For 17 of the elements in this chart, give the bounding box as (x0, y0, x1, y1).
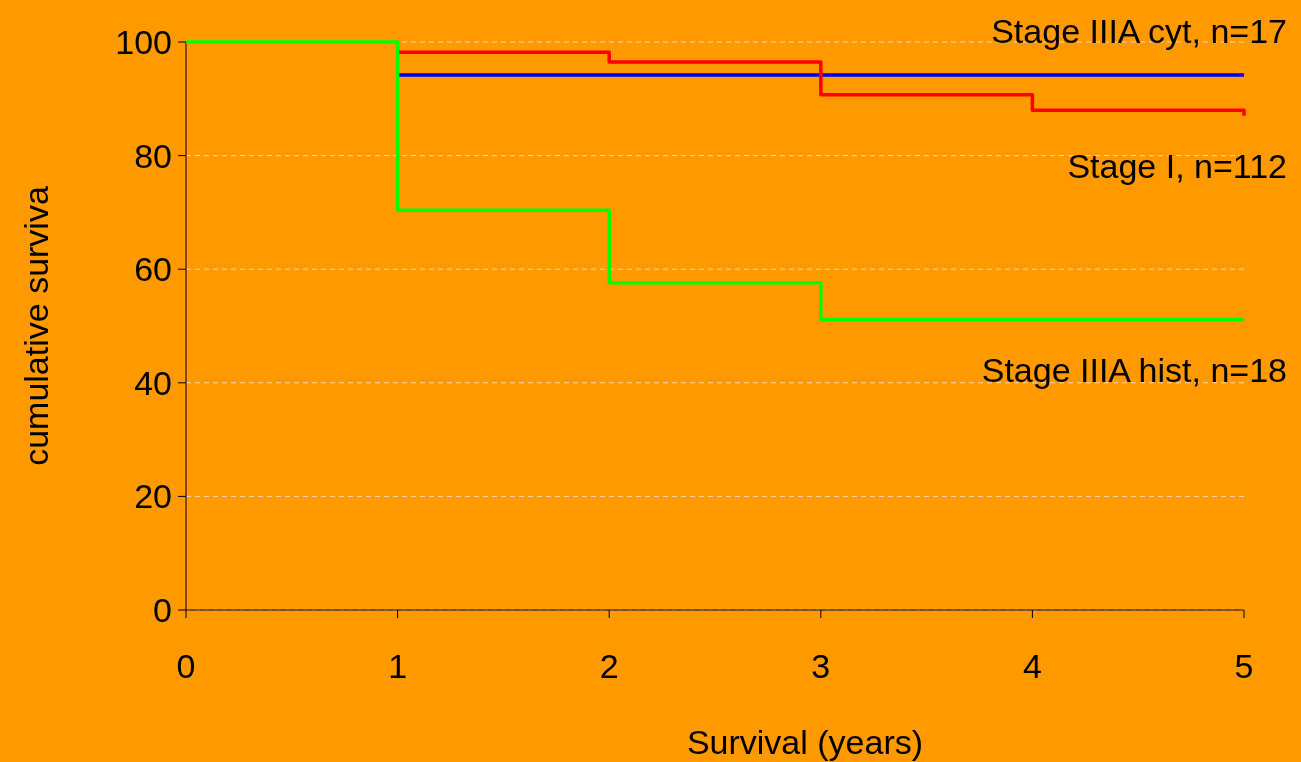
x-tick-label: 5 (1234, 647, 1254, 685)
x-tick-label: 0 (176, 647, 196, 685)
x-tick-label: 2 (599, 647, 619, 685)
y-tick-label: 80 (134, 136, 172, 175)
y-tick-label: 40 (134, 363, 172, 402)
y-tick-label: 60 (134, 250, 172, 289)
series-label: Stage IIIA hist, n=18 (981, 350, 1287, 389)
x-axis-title: Survival (years) (686, 723, 924, 761)
x-tick-label: 1 (388, 647, 408, 685)
series-label: Stage IIIA cyt, n=17 (991, 11, 1287, 50)
x-tick-label: 4 (1022, 647, 1042, 685)
y-tick-label: 100 (115, 22, 172, 61)
y-tick-label: 20 (134, 477, 172, 516)
y-tick-label: 0 (153, 590, 172, 629)
x-tick-label: 3 (811, 647, 831, 685)
series-label: Stage I, n=112 (1067, 146, 1287, 185)
y-axis-title: cumulative surviva (17, 186, 55, 466)
